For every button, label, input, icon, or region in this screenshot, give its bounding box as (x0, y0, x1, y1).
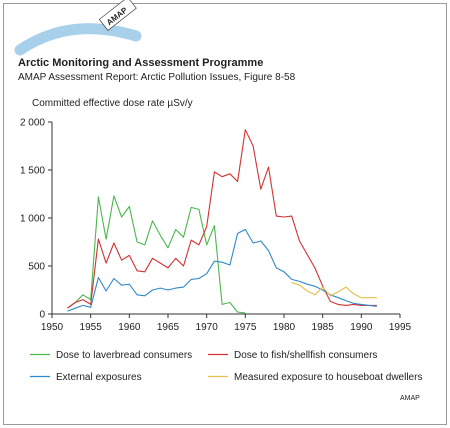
legend-label: Dose to laverbread consumers (56, 350, 192, 361)
org-title: Arctic Monitoring and Assessment Program… (18, 57, 263, 69)
series-line-2 (68, 130, 377, 309)
x-tick-label: 1980 (273, 322, 296, 333)
logo-arc (20, 29, 136, 50)
x-tick-label: 1955 (80, 322, 103, 333)
legend-label: Dose to fish/shellfish consumers (234, 350, 377, 361)
amap-logo: AMAP (99, 0, 136, 30)
x-tick-label: 1985 (312, 322, 335, 333)
y-tick-label: 1 000 (20, 214, 45, 225)
x-tick-label: 1975 (234, 322, 257, 333)
y-tick-label: 1 500 (20, 166, 45, 177)
y-tick-label: 500 (28, 262, 45, 273)
x-tick-label: 1995 (389, 322, 412, 333)
report-subtitle: AMAP Assessment Report: Arctic Pollution… (18, 72, 296, 83)
x-tick-label: 1960 (118, 322, 141, 333)
x-tick-label: 1950 (41, 322, 64, 333)
series-line-4 (292, 282, 377, 297)
y-axis-label: Committed effective dose rate µSv/y (32, 98, 193, 109)
chart-series (68, 130, 377, 313)
credit-label: AMAP (400, 395, 420, 402)
y-tick-label: 0 (39, 310, 45, 321)
y-tick-label: 2 000 (20, 118, 45, 129)
legend-label: Measured exposure to houseboat dwellers (234, 372, 422, 383)
x-tick-label: 1990 (350, 322, 373, 333)
legend-label: External exposures (56, 372, 142, 383)
x-tick-label: 1970 (196, 322, 219, 333)
series-line-3 (68, 230, 377, 312)
chart-legend: Dose to laverbread consumers Dose to fish… (30, 350, 422, 383)
x-tick-label: 1965 (157, 322, 180, 333)
